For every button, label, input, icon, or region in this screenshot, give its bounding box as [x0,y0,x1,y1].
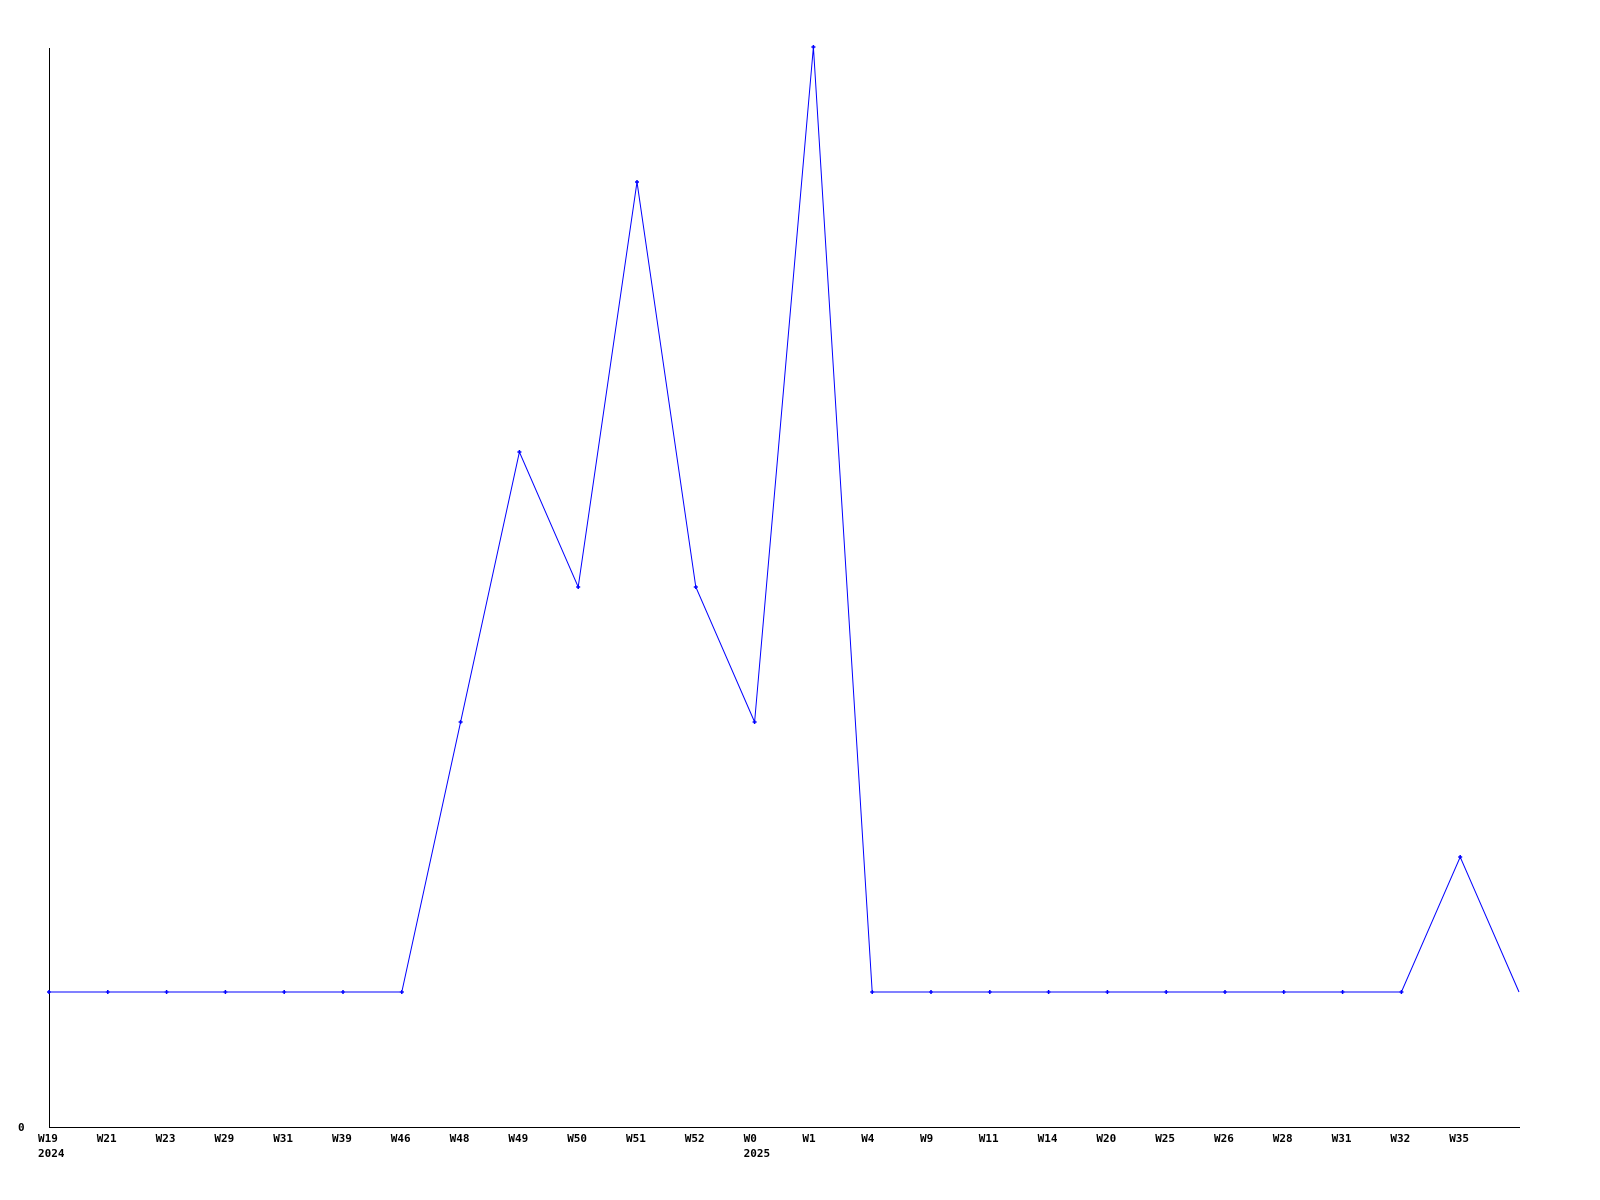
data-point [987,990,992,994]
x-tick-label: W14 [1038,1132,1058,1145]
data-point [1340,990,1345,994]
x-tick-label: W29 [214,1132,234,1145]
x-tick-label: W21 [97,1132,117,1145]
x-tick-label: W20 [1096,1132,1116,1145]
data-point [1223,990,1227,994]
x-tick-label: W35 [1449,1132,1469,1145]
data-point [693,585,698,589]
data-point [635,180,639,184]
x-tick-label: W1 [802,1132,816,1145]
data-point [1105,990,1110,994]
data-point [517,450,522,454]
x-year-label: 2024 [38,1147,65,1160]
y-tick-label-0: 0 [18,1121,25,1134]
x-tick-label: W4 [861,1132,875,1145]
x-tick-label: W50 [567,1132,587,1145]
x-year-label: 2025 [744,1147,771,1160]
data-point [752,720,757,724]
x-tick-label: W25 [1155,1132,1175,1145]
x-tick-label: W32 [1390,1132,1410,1145]
data-point [341,990,345,994]
data-point [811,45,816,49]
x-tick-label: W31 [1332,1132,1352,1145]
x-tick-label: W11 [979,1132,999,1145]
x-tick-label: W31 [273,1132,293,1145]
data-point [1458,855,1463,859]
data-point [1164,990,1169,994]
x-tick-label: W52 [685,1132,705,1145]
data-point [1281,990,1286,994]
x-tick-label: W51 [626,1132,646,1145]
x-tick-label: W23 [156,1132,176,1145]
x-tick-label: W28 [1273,1132,1293,1145]
data-point [223,990,228,994]
data-point [47,990,51,994]
data-point [870,990,875,994]
data-point [282,990,287,994]
data-point [399,990,404,994]
data-point [105,990,110,994]
x-tick-label: W39 [332,1132,352,1145]
data-point [458,720,463,724]
x-tick-label: W48 [450,1132,470,1145]
x-tick-label: W9 [920,1132,933,1145]
data-point [576,585,581,589]
data-point [1046,990,1051,994]
data-point [1399,990,1404,994]
series-line [49,46,1520,993]
x-tick-label: W0 [744,1132,757,1145]
x-tick-label: W49 [508,1132,528,1145]
data-point [929,990,933,994]
x-tick-label: W46 [391,1132,411,1145]
data-point [164,990,169,994]
x-tick-label: W19 [38,1132,58,1145]
x-tick-label: W26 [1214,1132,1234,1145]
